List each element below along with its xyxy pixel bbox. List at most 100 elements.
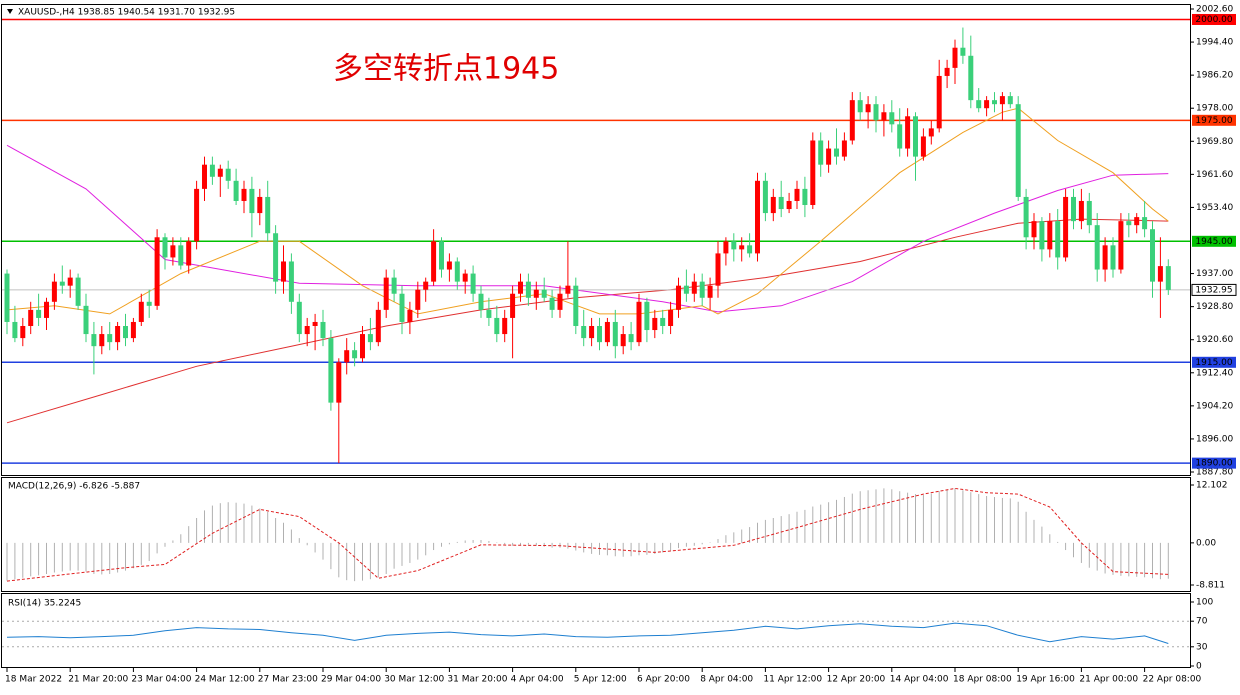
candle-body	[1126, 221, 1132, 226]
y-tick-label: 1928.80	[1196, 302, 1233, 312]
candle-body	[423, 281, 429, 290]
candle-body	[312, 321, 318, 327]
candle-body	[470, 273, 476, 294]
candle-body	[715, 253, 721, 286]
candle-body	[1071, 196, 1076, 222]
macd-frame	[1, 477, 1191, 592]
rsi-line	[6, 622, 1169, 644]
candle-body	[91, 334, 97, 347]
candle-body	[826, 148, 832, 165]
candle-body	[28, 309, 34, 327]
candle-body	[446, 261, 452, 270]
level-label-box	[1192, 457, 1236, 469]
candle-body	[668, 309, 674, 327]
x-tick-label: 24 Mar 12:00	[195, 675, 255, 685]
candle-body	[123, 326, 128, 339]
y-tick-label: 1887.80	[1196, 468, 1233, 478]
moving-average	[6, 218, 1169, 424]
candle-body	[731, 241, 737, 250]
candle-body	[344, 350, 350, 363]
candle-body	[778, 196, 784, 210]
level-label: 1975.00	[1195, 116, 1232, 126]
level-label: 1915.00	[1195, 358, 1232, 368]
candle-body	[533, 289, 539, 298]
candle-body	[486, 309, 492, 318]
signal-line	[6, 487, 1169, 582]
y-tick-label: 0.00	[1196, 538, 1216, 548]
level-label: 1945.00	[1195, 237, 1232, 247]
candle-body	[415, 289, 421, 310]
candle-body	[44, 301, 49, 318]
candle-body	[841, 140, 847, 157]
candle-body	[976, 100, 982, 109]
y-tick-label: 0	[1196, 662, 1202, 672]
level-label-box	[1192, 356, 1236, 368]
candle-body	[628, 334, 634, 343]
y-tick-label: 1937.00	[1196, 269, 1233, 279]
candle-body	[146, 301, 152, 306]
y-tick-label: 70	[1196, 617, 1208, 627]
candle-body	[107, 334, 113, 343]
candle-body	[20, 326, 26, 339]
candle-body	[604, 321, 610, 343]
candle-body	[249, 188, 255, 214]
candle-body	[83, 305, 89, 335]
candle-body	[881, 112, 887, 121]
candle-body	[676, 285, 681, 310]
x-tick-label: 21 Mar 20:00	[68, 675, 128, 685]
candle-body	[873, 104, 879, 121]
candle-body	[478, 293, 484, 310]
x-tick-label: 18 Apr 08:00	[953, 675, 1012, 685]
macd-header: MACD(12,26,9) -6.826 -5.887	[8, 482, 140, 492]
candle-body	[699, 281, 705, 298]
y-tick-label: 30	[1196, 642, 1208, 652]
candle-body	[288, 261, 294, 302]
candle-body	[1047, 221, 1053, 250]
level-label-box	[1192, 114, 1236, 126]
candle-body	[336, 362, 342, 403]
y-tick-label: 1953.40	[1196, 203, 1233, 213]
level-label: 1890.00	[1195, 459, 1232, 469]
candle-body	[589, 326, 595, 339]
level-label-box	[1192, 13, 1236, 25]
candle-body	[525, 281, 531, 298]
level-label: 2000.00	[1195, 15, 1232, 25]
price-frame	[1, 4, 1191, 476]
candle-body	[762, 180, 768, 214]
candle-body	[360, 334, 365, 359]
candle-body	[383, 277, 389, 310]
candle-body	[138, 301, 144, 322]
y-tick-label: 1896.00	[1196, 434, 1233, 444]
candle-body	[431, 241, 437, 282]
y-tick-label: 1986.20	[1196, 71, 1233, 81]
x-tick-label: 11 Apr 12:00	[763, 675, 822, 685]
x-tick-label: 22 Apr 08:00	[1143, 675, 1202, 685]
candle-body	[99, 334, 105, 347]
candle-body	[1094, 225, 1100, 270]
candle-body	[518, 281, 523, 294]
candle-body	[786, 200, 792, 210]
candle-body	[162, 237, 168, 258]
candle-body	[920, 136, 926, 157]
x-tick-label: 4 Apr 04:00	[511, 675, 564, 685]
candle-body	[707, 285, 713, 298]
candle-body	[1142, 217, 1148, 230]
candle-body	[367, 334, 373, 343]
y-tick-label: 100	[1196, 598, 1213, 608]
y-tick-label: 1978.00	[1196, 104, 1233, 114]
candle-body	[952, 47, 958, 68]
candle-body	[557, 293, 563, 310]
candle-body	[905, 116, 911, 149]
x-tick-label: 23 Mar 04:00	[131, 675, 191, 685]
y-tick-label: 1994.40	[1196, 38, 1233, 48]
candle-body	[494, 317, 500, 335]
candle-body	[296, 301, 302, 335]
candle-body	[913, 116, 918, 157]
candle-body	[502, 317, 508, 335]
x-tick-label: 14 Apr 04:00	[890, 675, 949, 685]
candle-body	[320, 321, 326, 339]
candle-body	[178, 245, 184, 266]
candle-body	[4, 273, 10, 322]
